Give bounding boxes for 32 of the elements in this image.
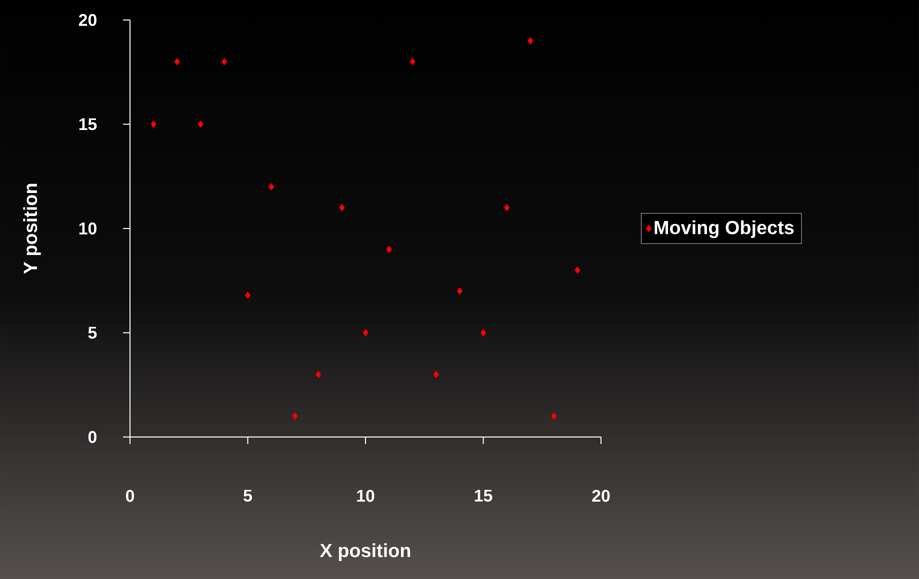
point: [480, 329, 486, 336]
x-tick-label: 15: [474, 490, 492, 502]
point: [386, 246, 392, 254]
legend-label: Moving Objects: [654, 220, 794, 238]
point: [244, 292, 251, 299]
x-axis-title: X position: [320, 543, 410, 561]
point: [292, 412, 298, 420]
point: [316, 370, 322, 378]
point: [362, 329, 368, 336]
point: [504, 204, 510, 212]
y-tick-label: 5: [88, 326, 97, 339]
point: [198, 120, 204, 128]
point: [221, 58, 228, 66]
point: [174, 58, 180, 66]
point: [150, 120, 156, 128]
point: [268, 183, 274, 190]
y-axis-title: Y position: [23, 184, 41, 274]
y-tick-label: 10: [79, 222, 96, 234]
y-tick-label: 20: [78, 14, 96, 26]
x-tick-label: 5: [244, 490, 252, 502]
x-tick-label: 0: [126, 490, 134, 502]
point: [574, 266, 580, 274]
y-tick-label: 0: [88, 430, 96, 443]
x-tick-label: 20: [592, 490, 610, 502]
point: [339, 204, 345, 212]
x-tick-label: 10: [357, 490, 374, 502]
y-tick-label: 15: [79, 118, 97, 130]
point: [551, 412, 557, 420]
point: [456, 287, 463, 295]
point: [528, 37, 534, 45]
point: [433, 370, 439, 378]
point: [410, 58, 416, 66]
